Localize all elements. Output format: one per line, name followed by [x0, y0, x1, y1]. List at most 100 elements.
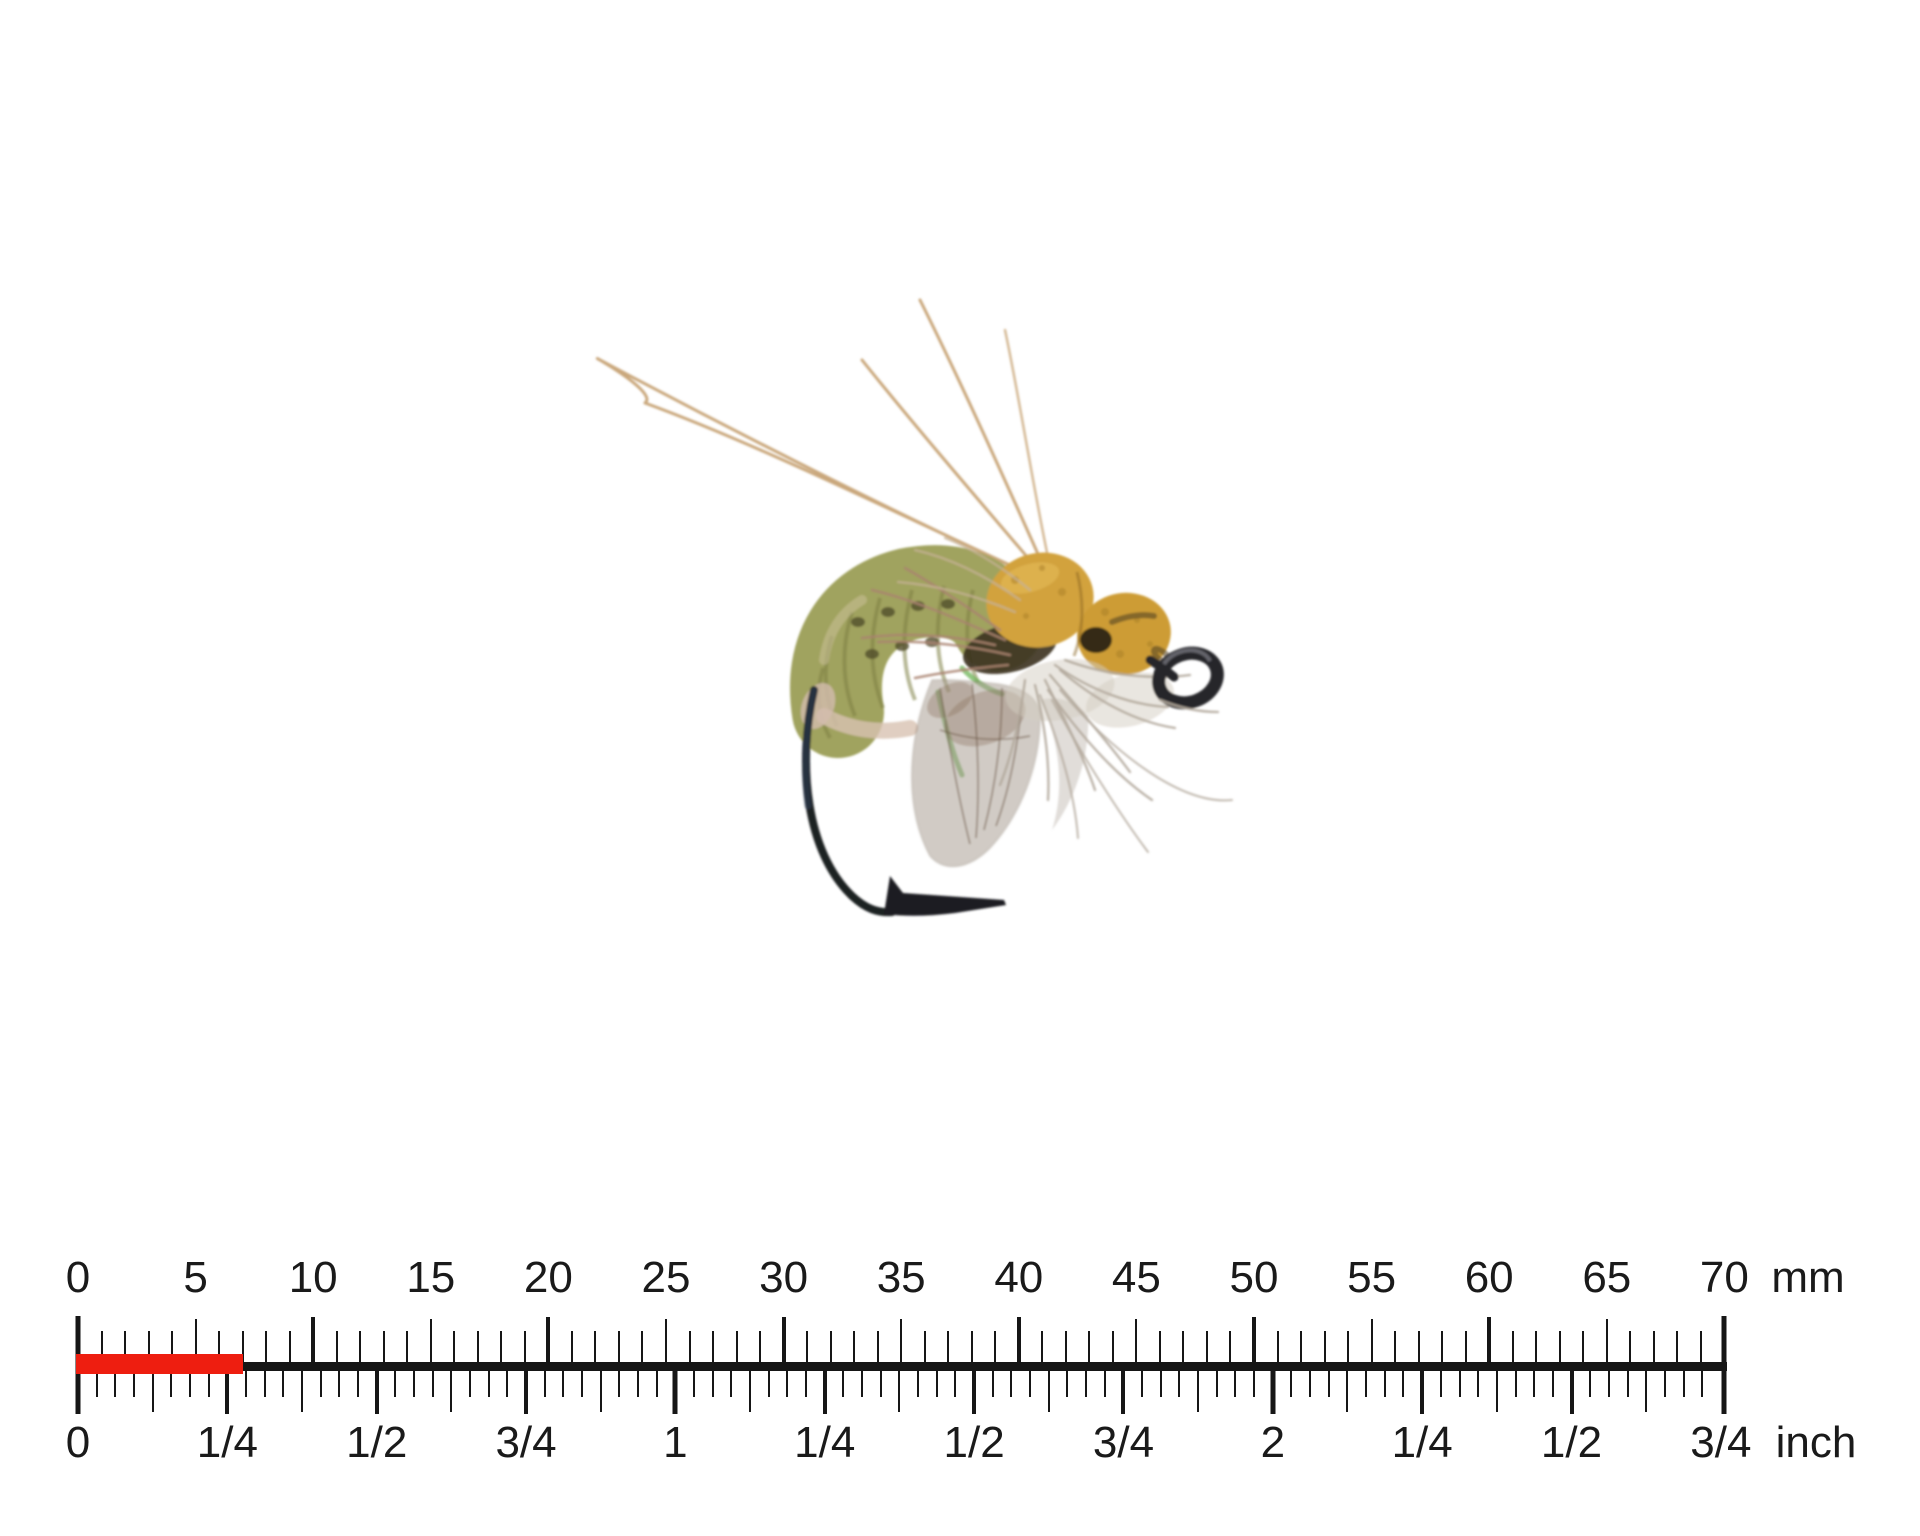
mm-tick: [100, 1331, 103, 1362]
mm-tick: [1605, 1319, 1608, 1362]
mm-tick: [1347, 1331, 1350, 1362]
inch-tick: [1402, 1371, 1405, 1397]
mm-tick: [641, 1331, 644, 1362]
mm-tick: [970, 1331, 973, 1362]
inch-tick: [469, 1371, 472, 1397]
mm-tick: [1464, 1331, 1467, 1362]
inch-label: 3/4: [495, 1418, 557, 1467]
mm-tick: [1135, 1319, 1138, 1362]
mm-label: 55: [1347, 1253, 1397, 1302]
mm-tick: [923, 1331, 926, 1362]
inch-tick: [1645, 1371, 1648, 1412]
mm-tick: [335, 1331, 338, 1362]
inch-label: 2: [1260, 1418, 1286, 1467]
inch-tick: [151, 1371, 154, 1412]
mm-tick: [1041, 1331, 1044, 1362]
inch-tick: [618, 1371, 621, 1397]
mm-label: 15: [406, 1253, 456, 1302]
mm-tick: [124, 1331, 127, 1362]
mm-tick: [311, 1317, 316, 1362]
inch-tick: [374, 1371, 379, 1414]
mm-tick: [453, 1331, 456, 1362]
mm-tick: [781, 1317, 786, 1362]
inch-label: 0: [65, 1418, 91, 1467]
inch-tick: [1477, 1371, 1480, 1397]
inch-tick: [431, 1371, 434, 1397]
inch-tick: [1607, 1371, 1610, 1397]
mm-tick: [900, 1319, 903, 1362]
inch-tick: [842, 1371, 845, 1397]
fly-antenna: [1003, 328, 1054, 578]
mm-tick: [1323, 1331, 1326, 1362]
mm-tick: [1721, 1316, 1727, 1414]
mm-tick: [429, 1319, 432, 1362]
mm-label: 70: [1699, 1253, 1749, 1302]
inch-tick: [1589, 1371, 1592, 1397]
inch-tick: [1383, 1371, 1386, 1397]
mm-tick: [1064, 1331, 1067, 1362]
mm-tick: [1182, 1331, 1185, 1362]
mm-tick: [712, 1331, 715, 1362]
inch-tick: [338, 1371, 341, 1397]
mm-tick: [759, 1331, 762, 1362]
mm-tick: [1276, 1331, 1279, 1362]
inch-tick: [1029, 1371, 1032, 1397]
mm-label: 5: [183, 1253, 208, 1302]
mm-tick: [1370, 1319, 1373, 1362]
mm-tick: [665, 1319, 667, 1362]
inch-tick: [1047, 1371, 1050, 1412]
inch-tick: [413, 1371, 416, 1397]
inch-tick: [1215, 1371, 1218, 1397]
inch-tick: [450, 1371, 453, 1412]
mm-tick: [617, 1331, 620, 1362]
inch-unit-label: inch: [1775, 1418, 1857, 1467]
inch-tick: [693, 1371, 696, 1397]
fly-eye-spot: [1080, 627, 1112, 653]
inch-tick: [599, 1371, 602, 1412]
mm-tick: [546, 1317, 551, 1362]
fly-hackle: [860, 536, 1233, 853]
scale-marker-bar: [76, 1354, 243, 1374]
inch-tick: [1327, 1371, 1330, 1397]
inch-tick: [282, 1371, 285, 1397]
inch-tick: [1365, 1371, 1368, 1397]
mm-label: 20: [523, 1253, 573, 1302]
inch-tick: [1010, 1371, 1013, 1397]
mm-tick: [688, 1331, 691, 1362]
mm-label: 10: [288, 1253, 338, 1302]
mm-tick: [382, 1331, 385, 1362]
mm-tick: [1535, 1331, 1538, 1362]
mm-tick: [994, 1331, 997, 1362]
mm-tick: [1300, 1331, 1303, 1362]
mm-tick: [735, 1331, 738, 1362]
mm-tick: [1441, 1331, 1444, 1362]
mm-tick: [1676, 1331, 1679, 1362]
fly-hook: [802, 686, 1006, 917]
inch-tick: [506, 1371, 509, 1397]
inch-tick: [730, 1371, 733, 1397]
mm-tick: [1111, 1331, 1114, 1362]
inch-tick: [935, 1371, 938, 1397]
inch-tick: [95, 1371, 98, 1397]
inch-tick: [1270, 1371, 1276, 1414]
fly-antenna: [595, 357, 1040, 580]
mm-tick: [1229, 1331, 1232, 1362]
inch-tick: [1495, 1371, 1498, 1412]
inch-tick: [1551, 1371, 1554, 1397]
mm-tick: [218, 1331, 221, 1362]
mm-tick: [1487, 1317, 1492, 1362]
inch-tick: [1309, 1371, 1312, 1397]
mm-tick: [1016, 1317, 1021, 1362]
inch-tick: [1066, 1371, 1069, 1397]
mm-label: 65: [1582, 1253, 1632, 1302]
inch-label: 1/4: [1391, 1418, 1453, 1467]
inch-tick: [357, 1371, 360, 1397]
mm-tick: [1088, 1331, 1091, 1362]
inch-tick: [711, 1371, 714, 1397]
inch-tick: [879, 1371, 882, 1397]
inch-tick: [1121, 1371, 1126, 1414]
inch-tick: [1178, 1371, 1181, 1397]
mm-tick: [829, 1331, 832, 1362]
mm-label: 50: [1229, 1253, 1279, 1302]
